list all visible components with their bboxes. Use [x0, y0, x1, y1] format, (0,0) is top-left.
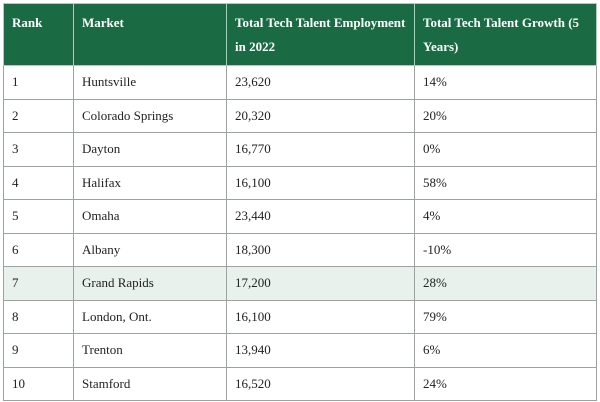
table-row: 5 Omaha 23,440 4%	[3, 199, 597, 234]
table-header: Rank Market Total Tech Talent Employment…	[3, 3, 597, 66]
cell-growth: 0%	[414, 132, 597, 167]
table-row: 9 Trenton 13,940 6%	[3, 333, 597, 368]
cell-market: Omaha	[73, 199, 227, 234]
cell-growth: 79%	[414, 299, 597, 334]
table-row: 6 Albany 18,300 -10%	[3, 232, 597, 267]
cell-rank: 3	[3, 132, 74, 167]
cell-market: London, Ont.	[73, 299, 227, 334]
cell-market: Colorado Springs	[73, 98, 227, 133]
cell-employment: 13,940	[226, 333, 415, 368]
header-growth: Total Tech Talent Growth (5 Years)	[414, 3, 597, 66]
cell-employment: 23,440	[226, 199, 415, 234]
cell-rank: 8	[3, 299, 74, 334]
cell-employment: 16,770	[226, 132, 415, 167]
cell-market: Huntsville	[73, 65, 227, 100]
cell-employment: 18,300	[226, 232, 415, 267]
cell-employment: 16,100	[226, 299, 415, 334]
cell-employment: 16,520	[226, 366, 415, 401]
cell-rank: 10	[3, 366, 74, 401]
cell-rank: 9	[3, 333, 74, 368]
tech-talent-table: Rank Market Total Tech Talent Employment…	[3, 3, 597, 401]
cell-employment: 16,100	[226, 165, 415, 200]
cell-rank: 5	[3, 199, 74, 234]
cell-market: Grand Rapids	[73, 266, 227, 301]
cell-growth: 6%	[414, 333, 597, 368]
table-row: 1 Huntsville 23,620 14%	[3, 65, 597, 100]
table-row: 8 London, Ont. 16,100 79%	[3, 299, 597, 334]
cell-growth: 28%	[414, 266, 597, 301]
cell-rank: 1	[3, 65, 74, 100]
header-row: Rank Market Total Tech Talent Employment…	[3, 3, 597, 66]
cell-market: Stamford	[73, 366, 227, 401]
cell-market: Dayton	[73, 132, 227, 167]
cell-rank: 2	[3, 98, 74, 133]
table-row: 3 Dayton 16,770 0%	[3, 132, 597, 167]
header-employment: Total Tech Talent Employment in 2022	[226, 3, 415, 66]
cell-rank: 4	[3, 165, 74, 200]
cell-market: Trenton	[73, 333, 227, 368]
cell-growth: 4%	[414, 199, 597, 234]
cell-market: Albany	[73, 232, 227, 267]
header-market: Market	[73, 3, 227, 66]
cell-growth: 20%	[414, 98, 597, 133]
header-rank: Rank	[3, 3, 74, 66]
cell-employment: 23,620	[226, 65, 415, 100]
cell-rank: 7	[3, 266, 74, 301]
cell-market: Halifax	[73, 165, 227, 200]
table-row: 2 Colorado Springs 20,320 20%	[3, 98, 597, 133]
cell-growth: 24%	[414, 366, 597, 401]
table-row: 4 Halifax 16,100 58%	[3, 165, 597, 200]
table-row: 10 Stamford 16,520 24%	[3, 366, 597, 401]
cell-growth: -10%	[414, 232, 597, 267]
table-row: 7 Grand Rapids 17,200 28%	[3, 266, 597, 301]
cell-employment: 17,200	[226, 266, 415, 301]
table-container: Rank Market Total Tech Talent Employment…	[3, 3, 597, 401]
cell-rank: 6	[3, 232, 74, 267]
cell-growth: 58%	[414, 165, 597, 200]
table-body: 1 Huntsville 23,620 14% 2 Colorado Springs 20,…	[3, 65, 597, 401]
cell-growth: 14%	[414, 65, 597, 100]
cell-employment: 20,320	[226, 98, 415, 133]
